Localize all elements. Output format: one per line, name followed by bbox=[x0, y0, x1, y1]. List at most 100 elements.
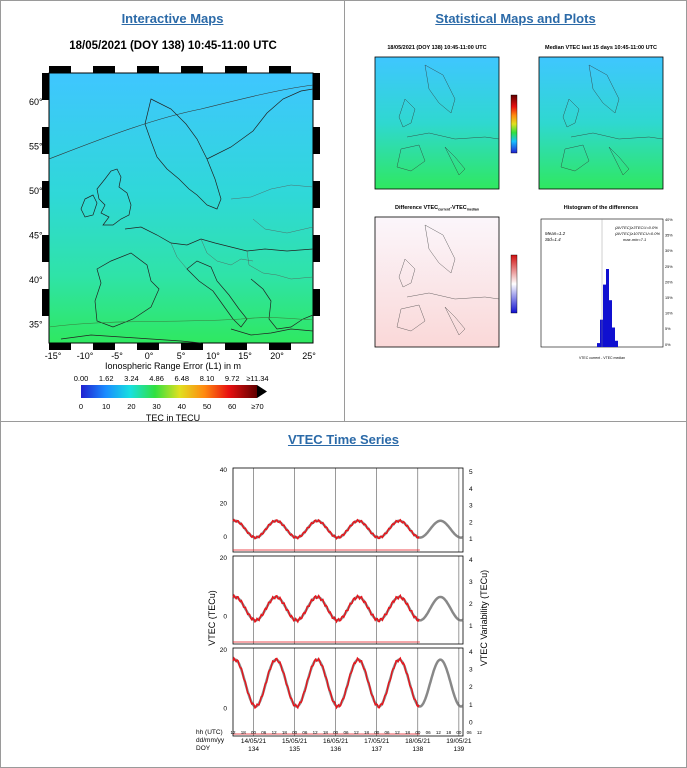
frame-tick bbox=[137, 66, 159, 73]
hour-tick-label: 18 bbox=[323, 730, 329, 735]
frame-tick bbox=[313, 73, 320, 100]
hist-mean: Mean=1.2 bbox=[545, 231, 566, 236]
day-date-label: 17/05/21 bbox=[364, 738, 390, 745]
hist-stat-maxmin: max-min=7.1 bbox=[623, 237, 646, 242]
lon-tick-label: 15° bbox=[238, 351, 252, 361]
hist-ytick-label: 10% bbox=[665, 312, 673, 316]
vtec-time-series-link[interactable]: VTEC Time Series bbox=[287, 432, 400, 447]
hist-std: Std=1.4 bbox=[545, 237, 561, 242]
variability-ylabel: VTEC Variability (TECu) bbox=[479, 570, 489, 666]
histogram-bar bbox=[603, 284, 606, 347]
hour-tick-label: 12 bbox=[230, 730, 236, 735]
lat-tick-label: 60° bbox=[29, 97, 43, 107]
error-tick-label: 9.72 bbox=[225, 374, 240, 383]
current-vtec-line bbox=[232, 593, 420, 624]
lon-tick-label: 20° bbox=[270, 351, 284, 361]
frame-tick bbox=[49, 343, 71, 350]
day-doy-label: 135 bbox=[289, 746, 300, 753]
hour-tick-label: 18 bbox=[282, 730, 288, 735]
frame-tick bbox=[181, 343, 203, 350]
date-label: dd/mm/yy bbox=[196, 737, 225, 744]
lat-tick-label: 50° bbox=[29, 186, 43, 196]
right-tick-label: 0 bbox=[469, 719, 473, 726]
day-doy-label: 138 bbox=[412, 746, 423, 753]
day-date-label: 14/05/21 bbox=[241, 738, 267, 745]
thumb-current-title: 18/05/2021 (DOY 138) 10:45-11:00 UTC bbox=[387, 45, 486, 51]
right-tick-label: 4 bbox=[469, 486, 473, 493]
left-tick-label: 0 bbox=[223, 614, 227, 621]
hour-tick-label: 06 bbox=[385, 730, 391, 735]
tec-tick-label: 40 bbox=[178, 402, 186, 411]
right-tick-label: 4 bbox=[469, 557, 473, 564]
thumb-histogram-title: Histogram of the differences bbox=[564, 205, 639, 211]
doy-label: DOY bbox=[196, 745, 211, 752]
frame-tick bbox=[93, 343, 115, 350]
frame-tick bbox=[269, 66, 291, 73]
lon-tick-label: -15° bbox=[45, 351, 62, 361]
frame-tick bbox=[225, 66, 247, 73]
frame-tick bbox=[225, 343, 247, 350]
right-tick-label: 2 bbox=[469, 601, 473, 608]
hour-tick-label: 12 bbox=[313, 730, 319, 735]
right-tick-label: 2 bbox=[469, 519, 473, 526]
hour-tick-label: 12 bbox=[436, 730, 442, 735]
vtec-ylabel: VTEC (TECu) bbox=[207, 590, 217, 646]
day-doy-label: 136 bbox=[330, 746, 341, 753]
tec-tick-label: 60 bbox=[228, 402, 236, 411]
histogram-bar bbox=[600, 319, 603, 347]
hour-tick-label: 00 bbox=[374, 730, 380, 735]
error-tick-label: 3.24 bbox=[124, 374, 139, 383]
statistical-thumbnails[interactable]: 18/05/2021 (DOY 138) 10:45-11:00 UTC Med… bbox=[345, 29, 686, 429]
hour-tick-label: 18 bbox=[405, 730, 411, 735]
hist-ytick-label: 25% bbox=[665, 265, 673, 269]
vtec-time-series-panel: VTEC Time Series 40 20 0 5 4 3 2 1 20 0 4 3 2 1 20 0 4 3 2… bbox=[0, 421, 687, 768]
frame-tick bbox=[269, 343, 291, 350]
right-tick-label: 5 bbox=[469, 469, 473, 476]
lat-tick-label: 35° bbox=[29, 320, 43, 330]
left-tick-label: 0 bbox=[223, 534, 227, 541]
hour-tick-label: 18 bbox=[446, 730, 452, 735]
lat-tick-label: 40° bbox=[29, 275, 43, 285]
frame-tick bbox=[313, 181, 320, 208]
lat-tick-label: 55° bbox=[29, 142, 43, 152]
hour-tick-label: 18 bbox=[364, 730, 370, 735]
interactive-maps-link[interactable]: Interactive Maps bbox=[121, 11, 224, 26]
lon-tick-label: 5° bbox=[177, 351, 186, 361]
right-tick-label: 3 bbox=[469, 503, 473, 510]
right-tick-label: 3 bbox=[469, 667, 473, 674]
left-tick-label: 0 bbox=[223, 706, 227, 713]
main-vtec-map[interactable]: 18/05/2021 (DOY 138) 10:45-11:00 UTC 60°… bbox=[1, 29, 344, 429]
tec-label: TEC in TECU bbox=[146, 413, 200, 423]
right-tick-label: 3 bbox=[469, 579, 473, 586]
hist-xlabel: VTEC current - VTEC median bbox=[579, 356, 625, 360]
hist-ytick-label: 5% bbox=[665, 327, 671, 331]
thumb-difference-title: Difference VTECcurrent-VTECmedian bbox=[395, 205, 479, 212]
tec-tick-label: 20 bbox=[127, 402, 135, 411]
left-tick-label: 20 bbox=[220, 555, 228, 562]
error-tick-label: 6.48 bbox=[174, 374, 189, 383]
hist-ytick-label: 35% bbox=[665, 234, 673, 238]
hour-tick-label: 06 bbox=[426, 730, 432, 735]
hist-ytick-label: 40% bbox=[665, 218, 673, 222]
frame-tick bbox=[42, 181, 49, 208]
lon-tick-label: 10° bbox=[206, 351, 220, 361]
frame-tick bbox=[42, 127, 49, 154]
frame-tick bbox=[93, 66, 115, 73]
thumb-median-title: Median VTEC last 15 days 10:45-11:00 UTC bbox=[545, 45, 657, 51]
statistical-maps-link[interactable]: Statistical Maps and Plots bbox=[435, 11, 596, 26]
histogram-bar bbox=[609, 300, 612, 347]
hh-label: hh (UTC) bbox=[196, 729, 223, 736]
day-doy-label: 139 bbox=[453, 746, 464, 753]
hist-stat-10tecu: (ΔVTEC)≥10TECU=0.0% bbox=[615, 231, 660, 236]
frame-tick bbox=[49, 66, 71, 73]
hour-tick-label: 06 bbox=[302, 730, 308, 735]
error-tick-label: 1.62 bbox=[99, 374, 114, 383]
hour-tick-label: 00 bbox=[251, 730, 257, 735]
statistical-maps-panel: Statistical Maps and Plots bbox=[344, 0, 687, 422]
tec-tick-label: 0 bbox=[79, 402, 83, 411]
day-doy-label: 134 bbox=[248, 746, 259, 753]
hour-tick-label: 12 bbox=[354, 730, 360, 735]
histogram-bar bbox=[612, 327, 615, 347]
right-tick-label: 4 bbox=[469, 649, 473, 656]
